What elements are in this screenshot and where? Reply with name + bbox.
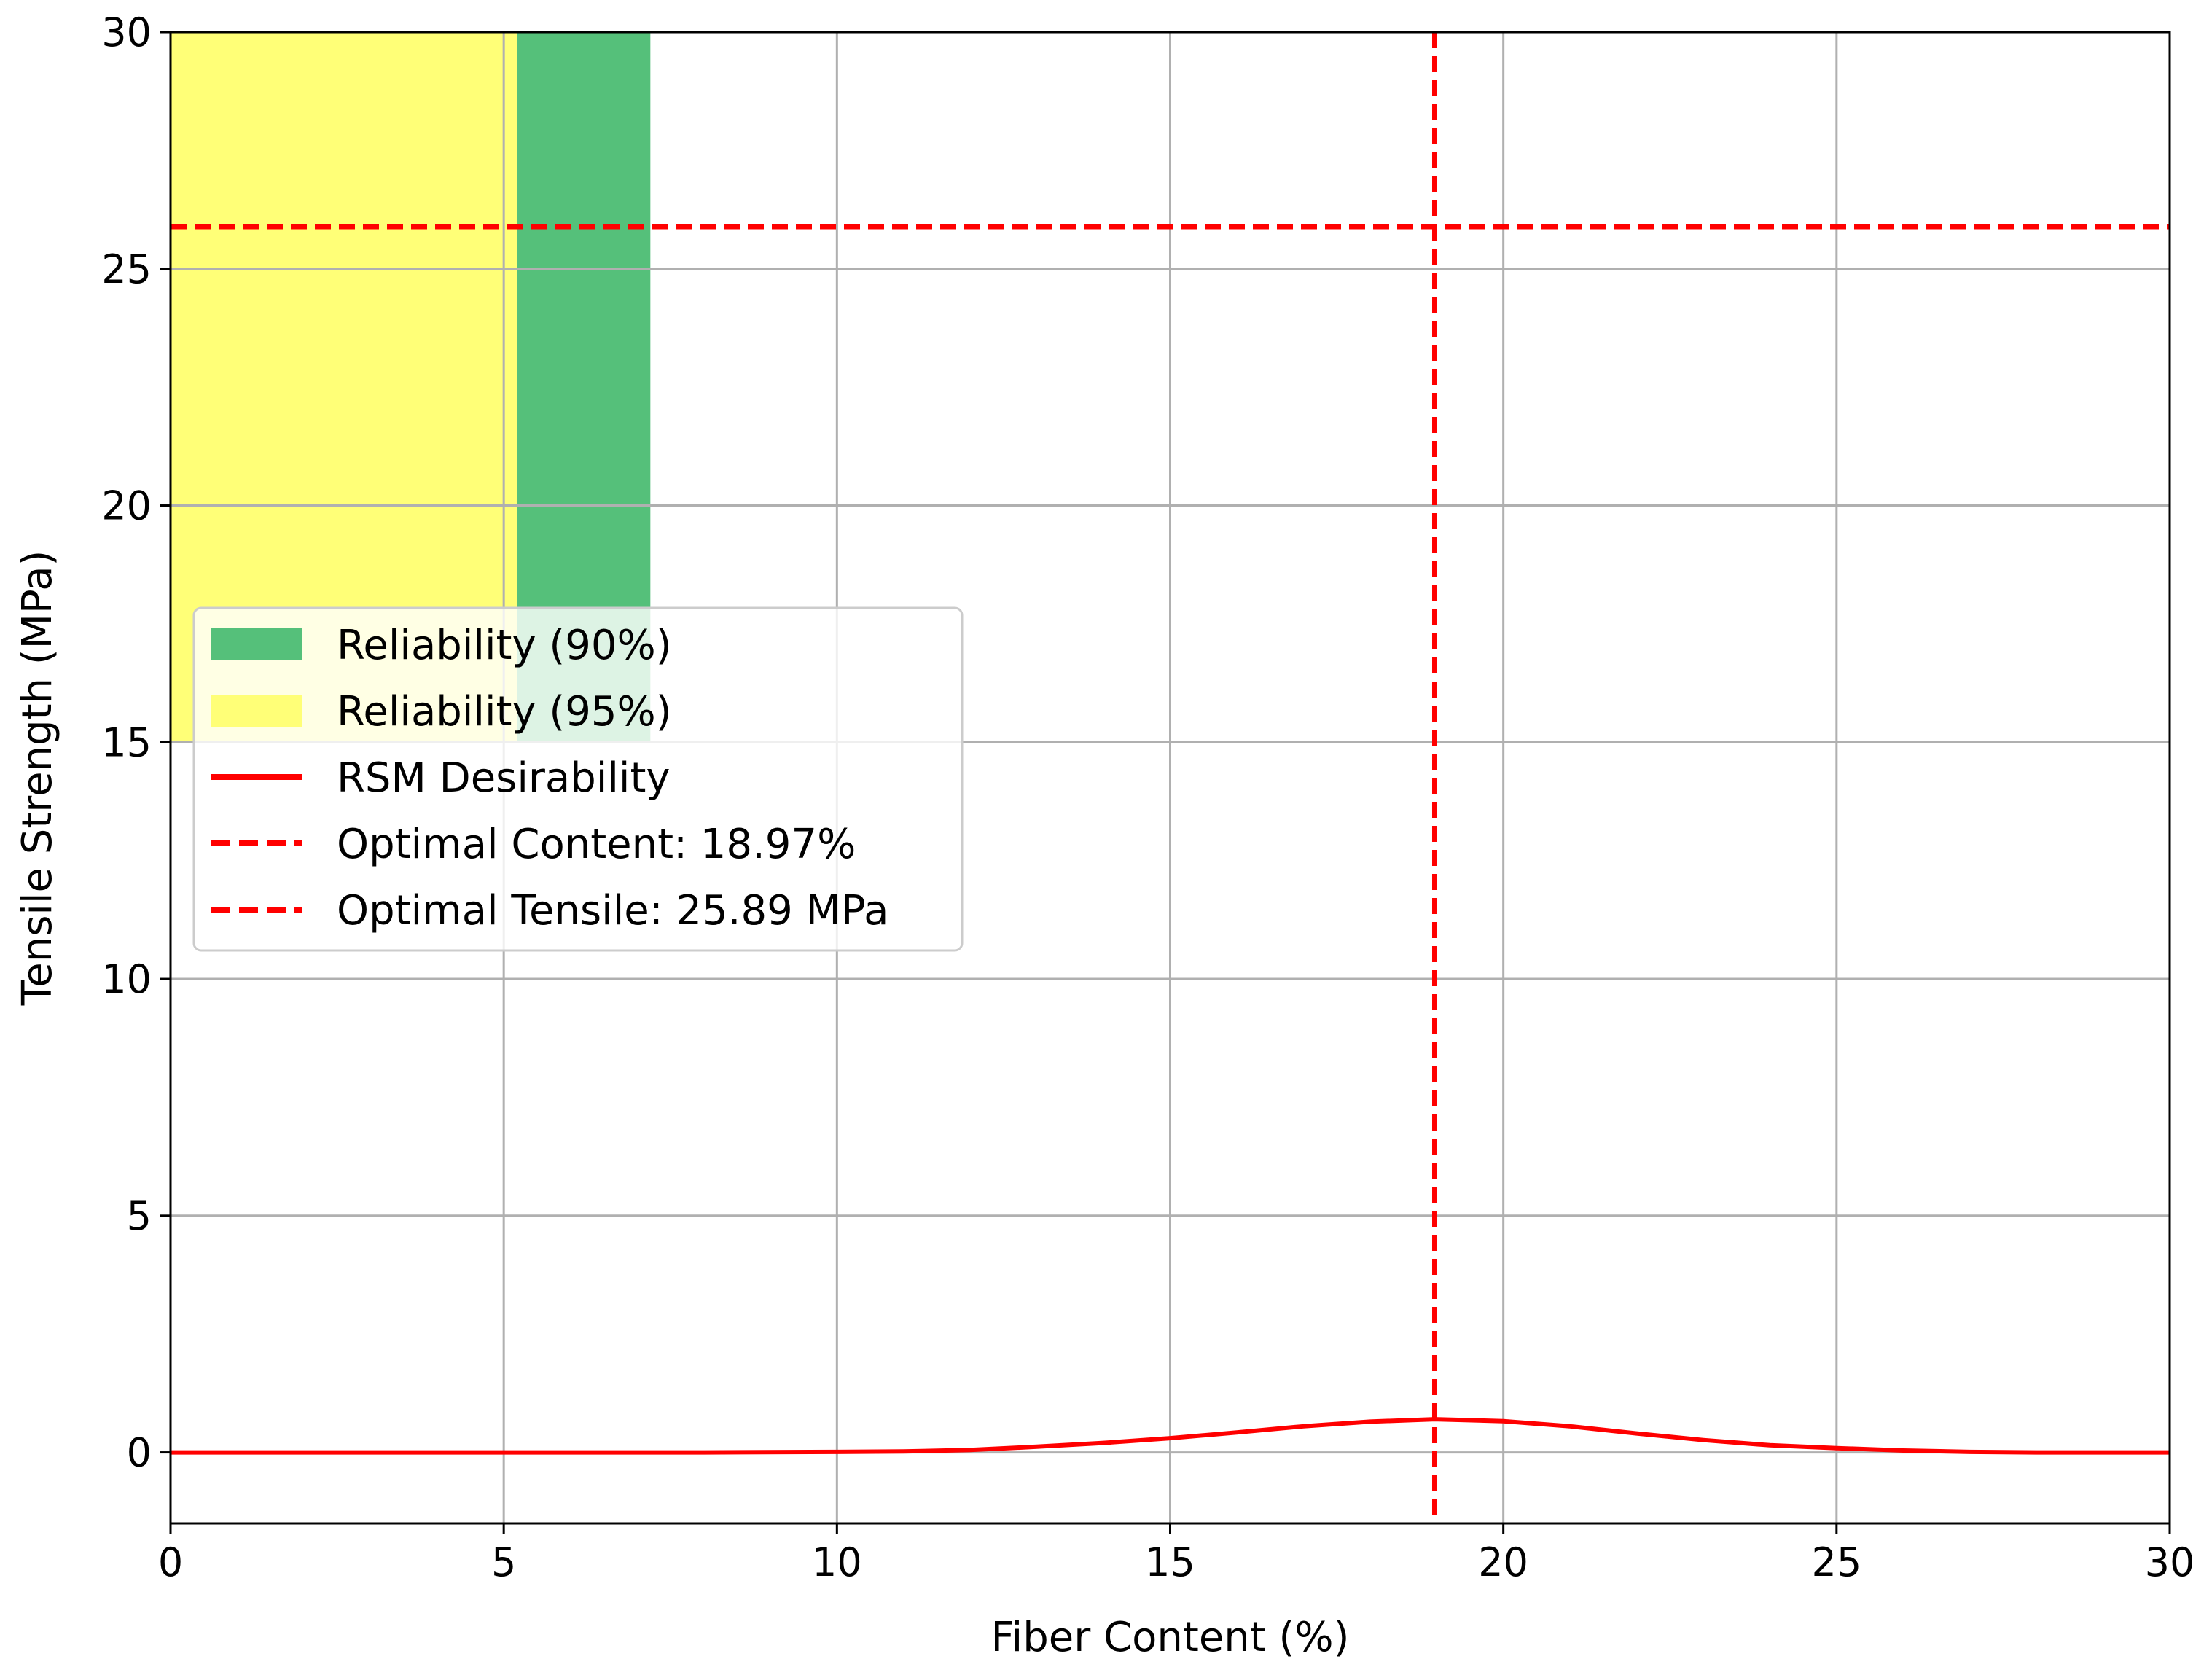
axis-ticks: 0 5 10 15 20 25 30 0 5 10 15 20 25 30 [101,9,2195,1585]
x-tick-label: 10 [812,1539,862,1585]
legend-label: Reliability (90%) [337,622,672,669]
y-tick-label: 20 [101,483,152,529]
reference-lines [171,32,2170,1523]
x-tick-label: 15 [1145,1539,1195,1585]
y-tick-label: 25 [101,246,152,292]
y-tick-label: 30 [101,9,152,55]
legend-swatch [211,695,302,727]
y-axis-label: Tensile Strength (MPa) [14,550,61,1007]
legend-box [192,606,964,952]
y-tick-label: 5 [127,1193,152,1239]
y-tick-label: 0 [127,1430,152,1476]
legend-label: RSM Desirability [337,754,671,802]
legend: Reliability (90%) Reliability (95%) RSM De… [192,606,964,952]
x-tick-label: 25 [1811,1539,1861,1585]
series-line-0 [171,1417,2170,1455]
x-tick-label: 30 [2145,1539,2195,1585]
legend-swatch [211,628,302,660]
x-tick-label: 5 [491,1539,516,1585]
series-lines [171,1417,2170,1455]
legend-label: Optimal Content: 18.97% [337,821,856,868]
x-tick-label: 20 [1478,1539,1528,1585]
y-tick-label: 10 [101,956,152,1002]
legend-label: Reliability (95%) [337,688,672,735]
legend-label: Optimal Tensile: 25.89 MPa [337,887,888,934]
y-tick-label: 15 [101,719,152,765]
x-tick-label: 0 [158,1539,183,1585]
x-axis-label: Fiber Content (%) [991,1614,1350,1661]
